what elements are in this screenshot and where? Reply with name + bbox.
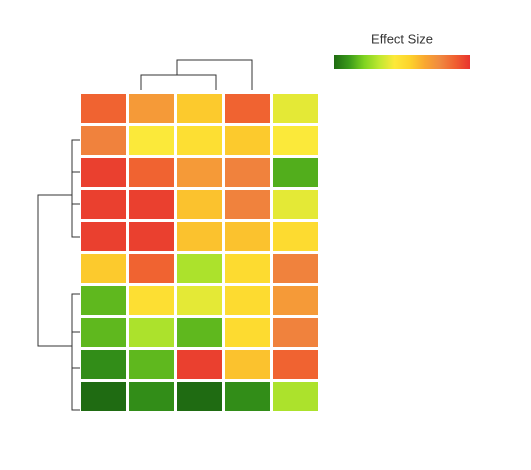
heatmap-cell	[273, 94, 318, 123]
heatmap-cell	[81, 350, 126, 379]
heatmap-cell	[225, 350, 270, 379]
heatmap-cell	[129, 158, 174, 187]
heatmap-cell	[177, 158, 222, 187]
heatmap-cell	[129, 94, 174, 123]
heatmap-cell	[225, 254, 270, 283]
dendrogram-branch	[176, 59, 253, 90]
heatmap-cell	[273, 350, 318, 379]
heatmap-cell	[177, 126, 222, 155]
heatmap-cell	[177, 286, 222, 315]
heatmap-cell	[129, 382, 174, 411]
heatmap-cell	[273, 126, 318, 155]
heatmap-cell	[81, 318, 126, 347]
heatmap-cell	[225, 318, 270, 347]
heatmap-cell	[81, 254, 126, 283]
heatmap-cell	[273, 286, 318, 315]
heatmap-cell	[81, 222, 126, 251]
heatmap-cell	[273, 254, 318, 283]
dendrogram-branch	[71, 293, 80, 411]
heatmap-cell	[177, 382, 222, 411]
heatmap-cell	[273, 158, 318, 187]
heatmap-cell	[177, 318, 222, 347]
heatmap-cell	[273, 190, 318, 219]
heatmap-cell	[81, 382, 126, 411]
heatmap-cell	[129, 126, 174, 155]
dendrogram-branch	[71, 139, 80, 238]
heatmap-cell	[81, 126, 126, 155]
heatmap-cell	[129, 190, 174, 219]
heatmap-cell	[129, 222, 174, 251]
heatmap-cell	[129, 254, 174, 283]
row-dendrogram	[37, 139, 80, 411]
heatmap-cell	[177, 350, 222, 379]
heatmap-cell	[225, 222, 270, 251]
heatmap-cell	[177, 222, 222, 251]
heatmap-cell	[81, 158, 126, 187]
heatmap-cell	[225, 190, 270, 219]
heatmap-cell	[177, 94, 222, 123]
column-dendrogram	[140, 59, 253, 90]
heatmap-cell	[177, 190, 222, 219]
heatmap-cell	[273, 382, 318, 411]
heatmap-cell	[225, 126, 270, 155]
heatmap-cell	[225, 382, 270, 411]
heatmap-cell	[273, 318, 318, 347]
dendrogram-branch	[140, 74, 217, 90]
heatmap-cell	[225, 94, 270, 123]
heatmap-cell	[81, 190, 126, 219]
heatmap-cell	[177, 254, 222, 283]
colorbar	[334, 55, 470, 69]
heatmap-cell	[225, 286, 270, 315]
colorbar-title: Effect Size	[371, 31, 433, 46]
heatmap-cell	[273, 222, 318, 251]
heatmap-cell	[225, 158, 270, 187]
heatmap-cell	[129, 318, 174, 347]
dendrogram-branch	[37, 194, 72, 347]
heatmap-cell	[129, 350, 174, 379]
heatmap-cell	[129, 286, 174, 315]
heatmap-cell	[81, 286, 126, 315]
heatmap-cell	[81, 94, 126, 123]
